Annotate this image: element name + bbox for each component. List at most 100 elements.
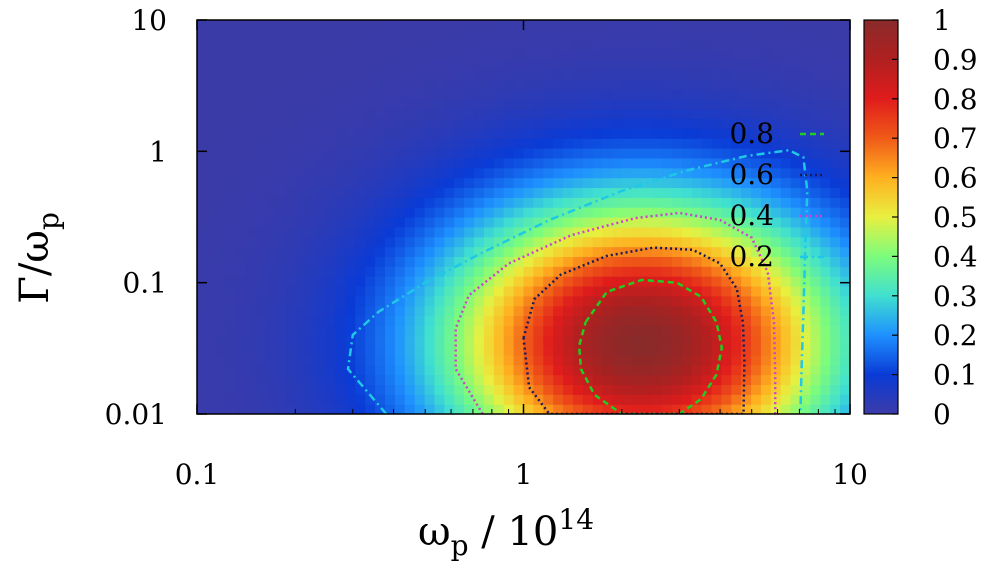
heatmap-cell — [236, 394, 248, 405]
heatmap-cell — [780, 384, 792, 395]
heatmap-cell — [840, 187, 850, 198]
heatmap-cell — [701, 226, 713, 238]
heatmap-cell — [563, 246, 574, 257]
heatmap-cell — [721, 394, 732, 405]
heatmap-cell — [622, 384, 633, 395]
heatmap-cell — [800, 256, 812, 267]
heatmap-cell — [503, 177, 515, 189]
heatmap-cell — [662, 236, 673, 248]
heatmap-cell — [394, 226, 406, 238]
heatmap-cell — [365, 315, 376, 326]
heatmap-cell — [701, 246, 713, 257]
heatmap-cell — [355, 335, 366, 346]
heatmap-cell — [691, 394, 703, 405]
heatmap-cell — [305, 256, 317, 267]
heatmap-cell — [780, 20, 792, 31]
heatmap-cell — [493, 246, 505, 257]
heatmap-cell — [691, 187, 703, 198]
heatmap-cell — [404, 276, 416, 287]
heatmap-cell — [315, 197, 327, 208]
heatmap-cell — [315, 236, 327, 248]
heatmap-cell — [266, 345, 277, 356]
heatmap-cell — [226, 128, 238, 139]
heatmap-cell — [543, 69, 554, 80]
heatmap-cell — [691, 325, 703, 336]
heatmap-cell — [404, 118, 416, 129]
heatmap-cell — [276, 167, 287, 179]
heatmap-cell — [394, 118, 406, 129]
heatmap-cell — [295, 39, 307, 51]
heatmap-cell — [543, 167, 554, 179]
heatmap-cell — [602, 29, 614, 41]
heatmap-cell — [830, 167, 841, 179]
heatmap-cell — [454, 384, 465, 395]
heatmap-cell — [553, 59, 564, 70]
heatmap-cell — [572, 207, 584, 218]
heatmap-cell — [305, 207, 317, 218]
heatmap-cell — [305, 246, 317, 257]
heatmap-cell — [830, 177, 841, 189]
heatmap-cell — [553, 364, 564, 376]
heatmap-cell — [632, 108, 643, 120]
heatmap-cell — [681, 226, 693, 238]
heatmap-cell — [305, 177, 317, 189]
heatmap-cell — [691, 128, 703, 139]
heatmap-cell — [523, 404, 534, 414]
heatmap-cell — [454, 128, 465, 139]
heatmap-cell — [375, 88, 386, 100]
heatmap-cell — [751, 49, 762, 60]
heatmap-cell — [375, 246, 386, 257]
heatmap-cell — [493, 177, 505, 189]
heatmap-cell — [295, 335, 307, 346]
heatmap-cell — [790, 266, 802, 277]
heatmap-cell — [751, 325, 762, 336]
heatmap-cell — [721, 138, 732, 149]
heatmap-cell — [830, 108, 841, 120]
heatmap-cell — [760, 325, 772, 336]
heatmap-cell — [582, 394, 594, 405]
heatmap-cell — [493, 345, 505, 356]
heatmap-cell — [701, 128, 713, 139]
heatmap-cell — [770, 345, 782, 356]
heatmap-cell — [760, 295, 772, 307]
heatmap-cell — [315, 118, 327, 129]
heatmap-cell — [493, 256, 505, 267]
heatmap-cell — [325, 167, 337, 179]
heatmap-cell — [206, 20, 218, 31]
heatmap-cell — [662, 295, 673, 307]
heatmap-cell — [503, 39, 515, 51]
heatmap-cell — [216, 226, 228, 238]
heatmap-cell — [424, 374, 436, 386]
heatmap-cell — [256, 345, 267, 356]
heatmap-cell — [276, 49, 287, 60]
heatmap-cell — [286, 374, 297, 386]
heatmap-cell — [642, 157, 653, 169]
heatmap-cell — [256, 276, 267, 287]
heatmap-cell — [404, 108, 416, 120]
heatmap-cell — [780, 335, 792, 346]
heatmap-cell — [533, 167, 544, 179]
heatmap-cell — [780, 364, 792, 376]
heatmap-cell — [691, 305, 703, 317]
heatmap-cell — [513, 374, 525, 386]
heatmap-cell — [493, 394, 505, 405]
heatmap-cell — [315, 39, 327, 51]
heatmap-cell — [286, 167, 297, 179]
heatmap-cell — [602, 167, 614, 179]
heatmap-cell — [632, 276, 643, 287]
heatmap-cell — [691, 20, 703, 31]
heatmap-cell — [286, 79, 297, 90]
heatmap-cell — [652, 325, 663, 336]
heatmap-cell — [810, 187, 821, 198]
heatmap-cell — [840, 285, 850, 297]
heatmap-cell — [216, 404, 228, 414]
heatmap-cell — [612, 404, 624, 414]
heatmap-cell — [315, 226, 327, 238]
heatmap-cell — [721, 256, 732, 267]
heatmap-cell — [543, 404, 554, 414]
heatmap-cell — [266, 128, 277, 139]
heatmap-cell — [543, 315, 554, 326]
heatmap-cell — [355, 207, 366, 218]
heatmap-cell — [582, 138, 594, 149]
heatmap-cell — [375, 384, 386, 395]
